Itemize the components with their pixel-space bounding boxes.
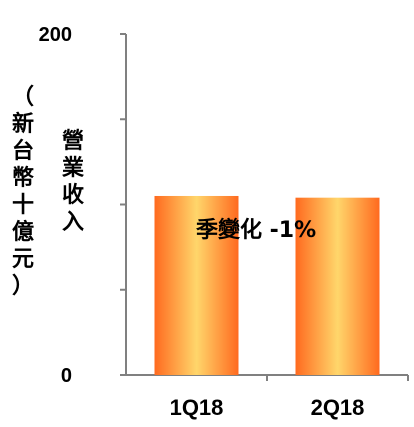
y-axis-label-char: 幣 bbox=[11, 166, 34, 191]
y-axis-label: 營業收入 bbox=[58, 128, 88, 236]
x-tick-label: 2Q18 bbox=[311, 395, 365, 420]
y-axis-label-char: 台 bbox=[11, 139, 34, 164]
y-axis-label-char: 新 bbox=[11, 112, 34, 137]
y-axis-label-char: 元 bbox=[11, 247, 34, 272]
tick-labels: 0 200 1Q18 2Q18 bbox=[39, 24, 365, 420]
bar bbox=[295, 197, 380, 375]
y-tick-label: 0 bbox=[61, 365, 72, 387]
y-axis-label-char: 業 bbox=[61, 156, 84, 181]
y-axis-label-char: 億 bbox=[11, 220, 34, 245]
y-axis-unit-label: （新台幣十億元） bbox=[8, 84, 38, 300]
y-axis-label-char: 營 bbox=[61, 129, 84, 154]
y-axis-label-char: （ bbox=[11, 85, 34, 110]
y-axis-label-char: 十 bbox=[11, 193, 34, 218]
y-axis-label-char: 入 bbox=[61, 210, 84, 235]
y-tick-label: 200 bbox=[39, 24, 72, 46]
y-axis-label-char: 收 bbox=[61, 183, 84, 208]
bars bbox=[154, 195, 380, 375]
change-annotation: 季變化 -1% bbox=[196, 218, 317, 243]
y-axis-label-char: ） bbox=[11, 274, 34, 299]
bar bbox=[154, 195, 239, 375]
x-tick-label: 1Q18 bbox=[170, 395, 224, 420]
